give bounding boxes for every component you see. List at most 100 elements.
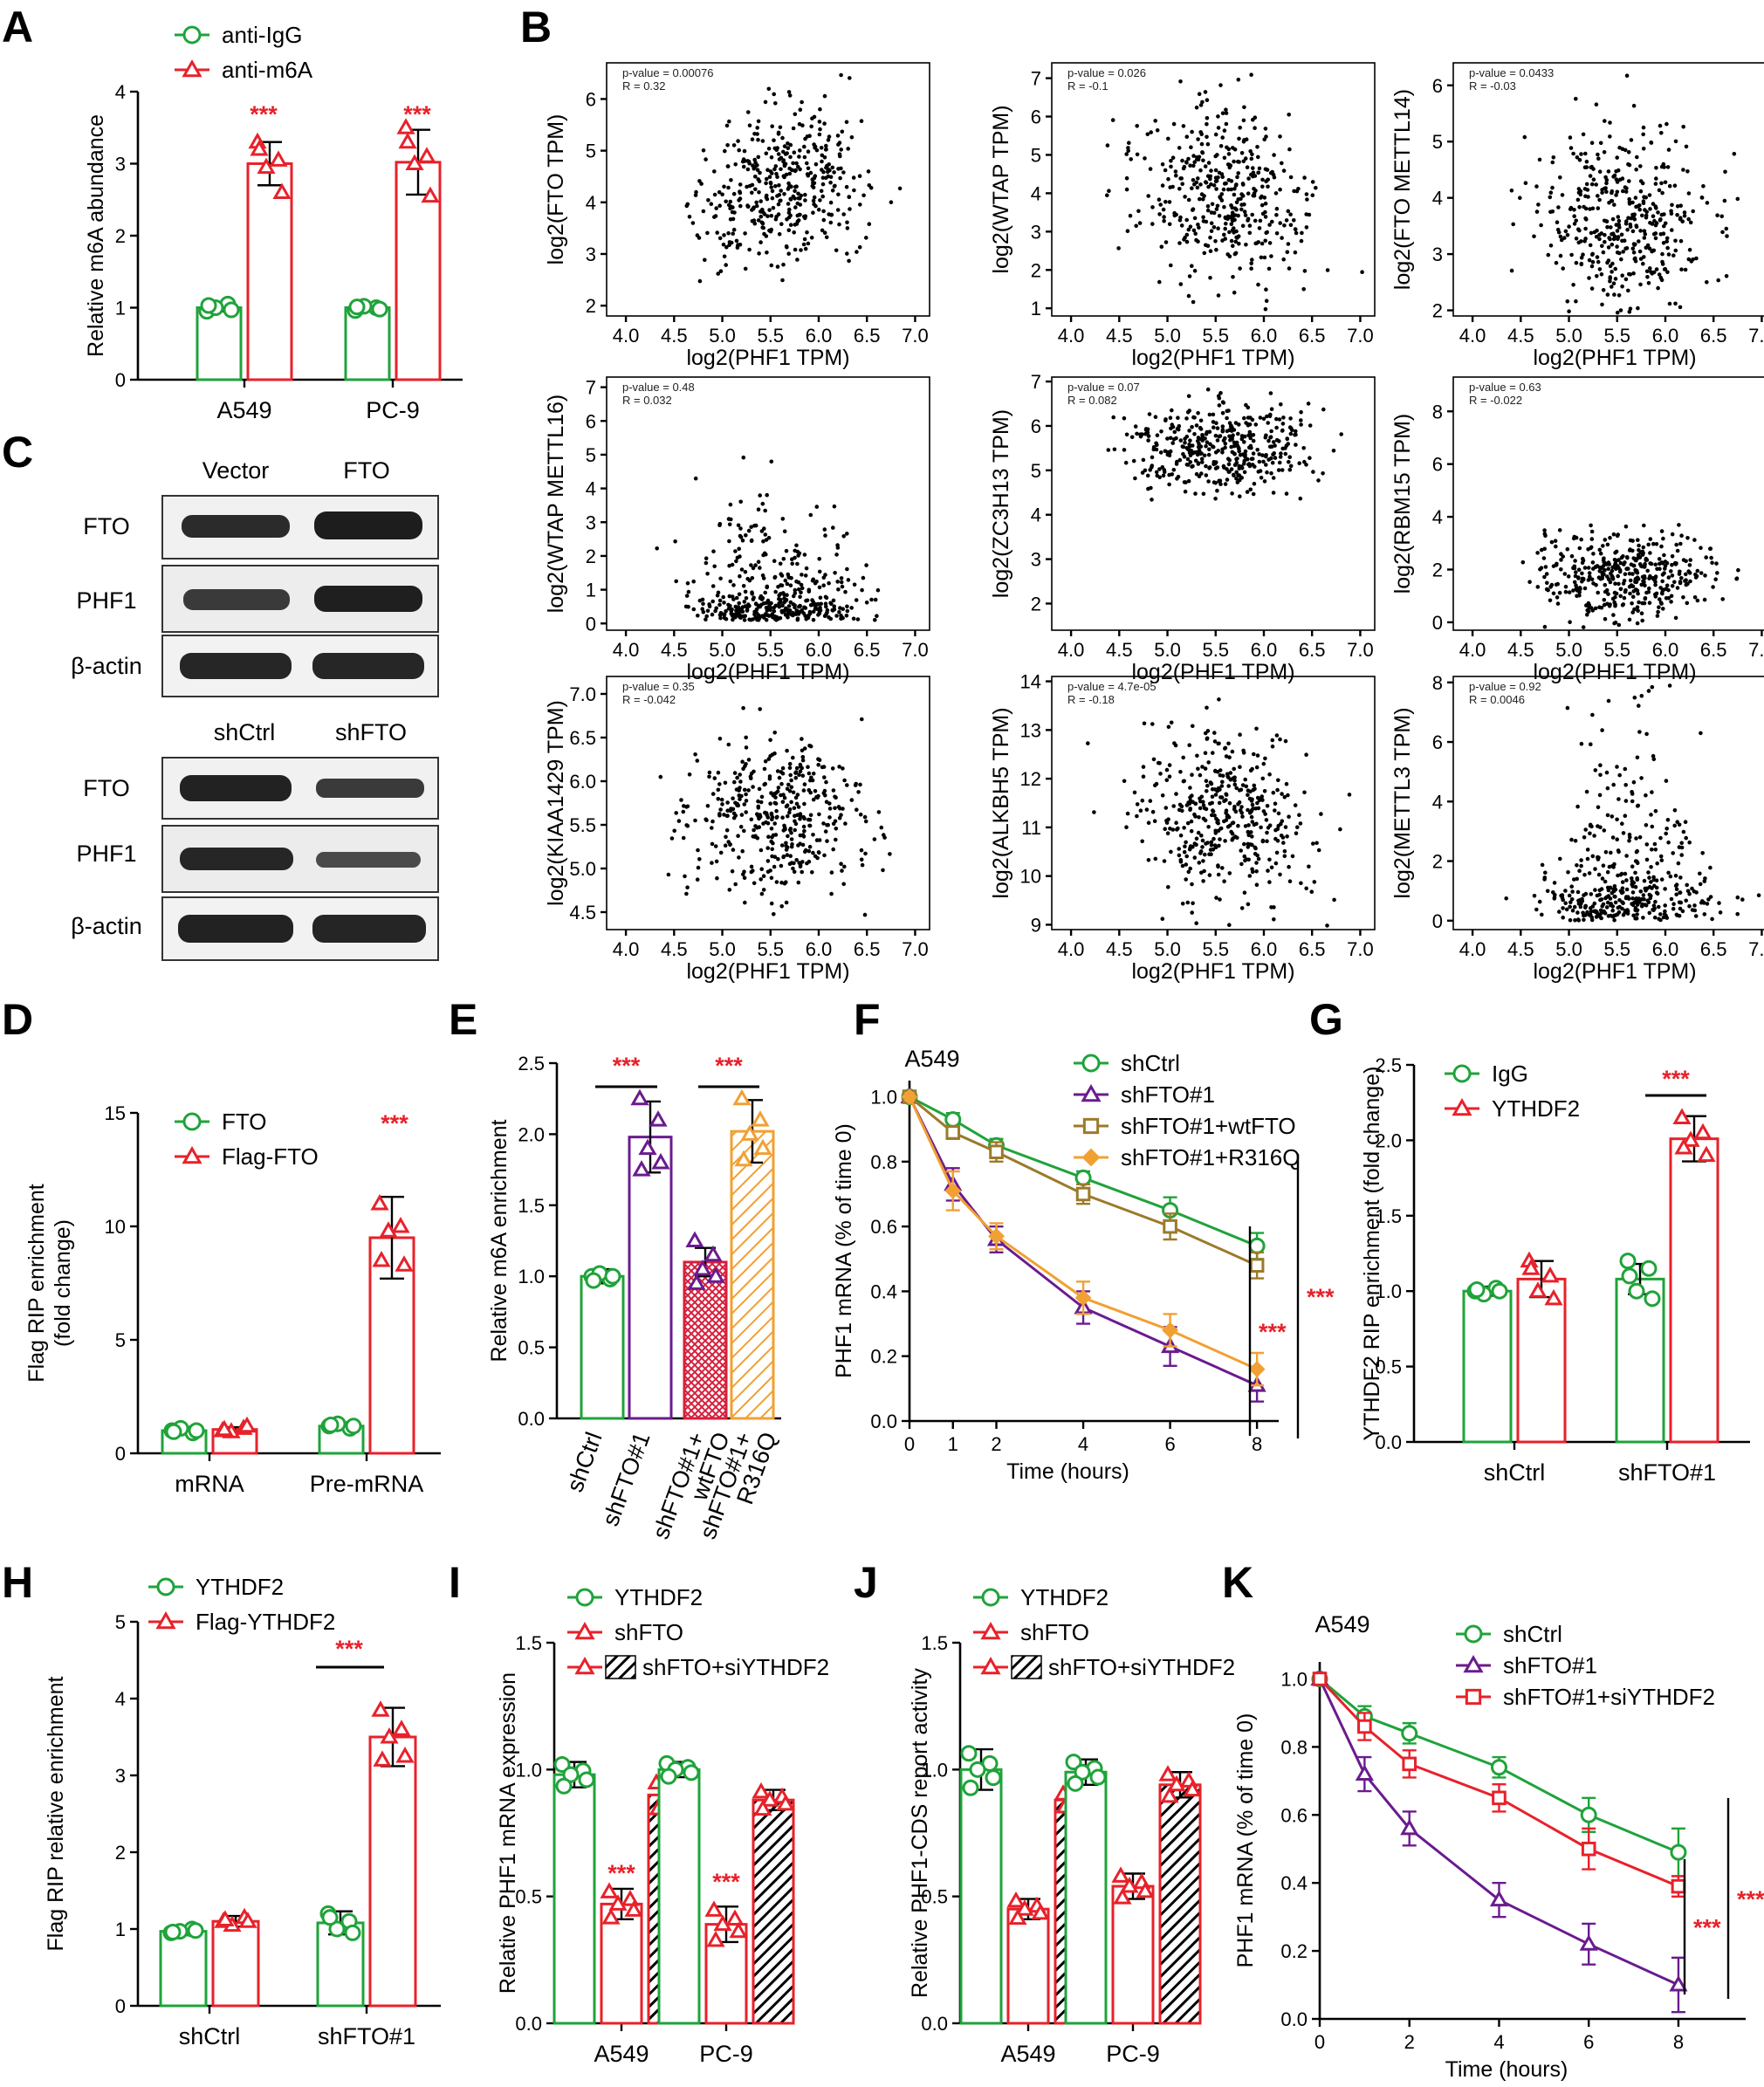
x-axis-label: log2(PHF1 TPM) — [1131, 959, 1294, 984]
scatter-point — [1557, 910, 1562, 914]
scatter-point — [1228, 771, 1233, 775]
x-tick-label: 5.5 — [1603, 938, 1630, 960]
scatter-point — [1286, 209, 1291, 214]
scatter-point — [1686, 216, 1691, 222]
scatter-point — [1598, 577, 1603, 581]
scatter-point — [1299, 422, 1303, 427]
scatter-point — [701, 601, 705, 607]
scatter-point — [1216, 818, 1220, 823]
scatter-point — [720, 802, 724, 807]
scatter-point — [1682, 210, 1687, 215]
scatter-point — [1582, 165, 1588, 169]
scatter-point — [861, 575, 866, 580]
scatter-point — [1619, 257, 1623, 262]
scatter-point — [764, 601, 769, 606]
scatter-point — [730, 209, 735, 215]
scatter-point — [1270, 738, 1275, 743]
scatter-point — [834, 827, 839, 831]
scatter-point — [1670, 584, 1675, 588]
x-tick-label: 6.0 — [1652, 325, 1679, 347]
data-point — [555, 1777, 573, 1795]
scatter-point — [788, 600, 793, 605]
scatter-point — [1259, 476, 1264, 480]
scatter-point — [1185, 820, 1191, 826]
scatter-point — [1160, 162, 1165, 167]
scatter-point — [1262, 789, 1267, 793]
scatter-point — [1563, 901, 1568, 905]
scatter-point — [1678, 580, 1683, 584]
scatter-point — [1223, 226, 1227, 231]
scatter-point — [1235, 443, 1240, 449]
scatter-point — [1575, 917, 1581, 922]
scatter-point — [1260, 453, 1265, 457]
scatter-point — [1613, 887, 1618, 892]
scatter-point — [1635, 755, 1640, 760]
scatter-point — [746, 758, 752, 762]
scatter-point — [1249, 814, 1254, 820]
scatter-point — [1221, 187, 1226, 192]
scatter-point — [1734, 576, 1739, 581]
scatter-point — [1279, 402, 1283, 407]
scatter-point — [1302, 175, 1307, 180]
scatter-point — [776, 202, 781, 207]
scatter-point — [1630, 792, 1635, 796]
scatter-point — [1623, 783, 1628, 787]
y-tick-label: 1.5 — [515, 1632, 542, 1654]
scatter-point — [1577, 593, 1582, 598]
bar — [246, 162, 293, 381]
scatter-point — [1660, 579, 1664, 584]
scatter-point — [1623, 589, 1628, 594]
scatter-point — [798, 764, 803, 769]
scatter-point — [1167, 763, 1172, 767]
scatter-point — [1204, 473, 1209, 477]
scatter-point — [809, 124, 813, 129]
scatter-point — [1535, 551, 1540, 555]
scatter-point — [1249, 830, 1253, 834]
data-point — [379, 1221, 398, 1238]
scatter-point — [1190, 424, 1194, 429]
scatter-point — [857, 174, 862, 178]
scatter-point — [1595, 893, 1600, 898]
scatter-point — [1112, 447, 1117, 452]
scatter-point — [806, 765, 810, 769]
scatter-point — [756, 507, 761, 511]
scatter-point — [1124, 187, 1129, 192]
scatter-point — [1700, 899, 1705, 903]
y-axis-label: log2(FTO TPM) — [544, 114, 568, 265]
scatter-point — [796, 880, 801, 885]
scatter-point — [1169, 159, 1173, 163]
scatter-point — [1309, 889, 1314, 894]
scatter-point — [765, 820, 771, 826]
scatter-point — [773, 164, 779, 168]
scatter-point — [863, 851, 868, 856]
scatter-point — [1314, 185, 1318, 190]
scatter-point — [798, 203, 803, 207]
scatter-point — [1243, 449, 1248, 454]
scatter-point — [699, 182, 704, 186]
scatter-point — [735, 555, 740, 560]
scatter-point — [1212, 462, 1218, 466]
scatter-point — [1242, 105, 1246, 110]
data-point — [344, 1924, 361, 1941]
scatter-point — [800, 758, 806, 763]
scatter-point — [1555, 581, 1560, 587]
scatter-point — [782, 529, 787, 533]
scatter-point — [1623, 766, 1628, 772]
scatter-point — [1643, 583, 1647, 588]
scatter-point — [1260, 794, 1264, 799]
data-point — [1674, 1138, 1693, 1155]
scatter-point — [1209, 221, 1214, 225]
scatter-point — [1651, 757, 1657, 762]
data-point — [725, 1909, 745, 1926]
data-point — [729, 1921, 748, 1939]
scatter-point — [1177, 853, 1182, 858]
scatter-point — [1586, 609, 1591, 614]
y-tick-label: 2.0 — [1375, 1129, 1402, 1151]
scatter-point — [712, 564, 717, 569]
scatter-point — [1260, 776, 1266, 781]
scatter-point — [1199, 132, 1204, 137]
scatter-point — [1266, 868, 1270, 873]
blot-col-vector: Vector — [202, 457, 270, 484]
scatter-point — [1548, 598, 1553, 603]
